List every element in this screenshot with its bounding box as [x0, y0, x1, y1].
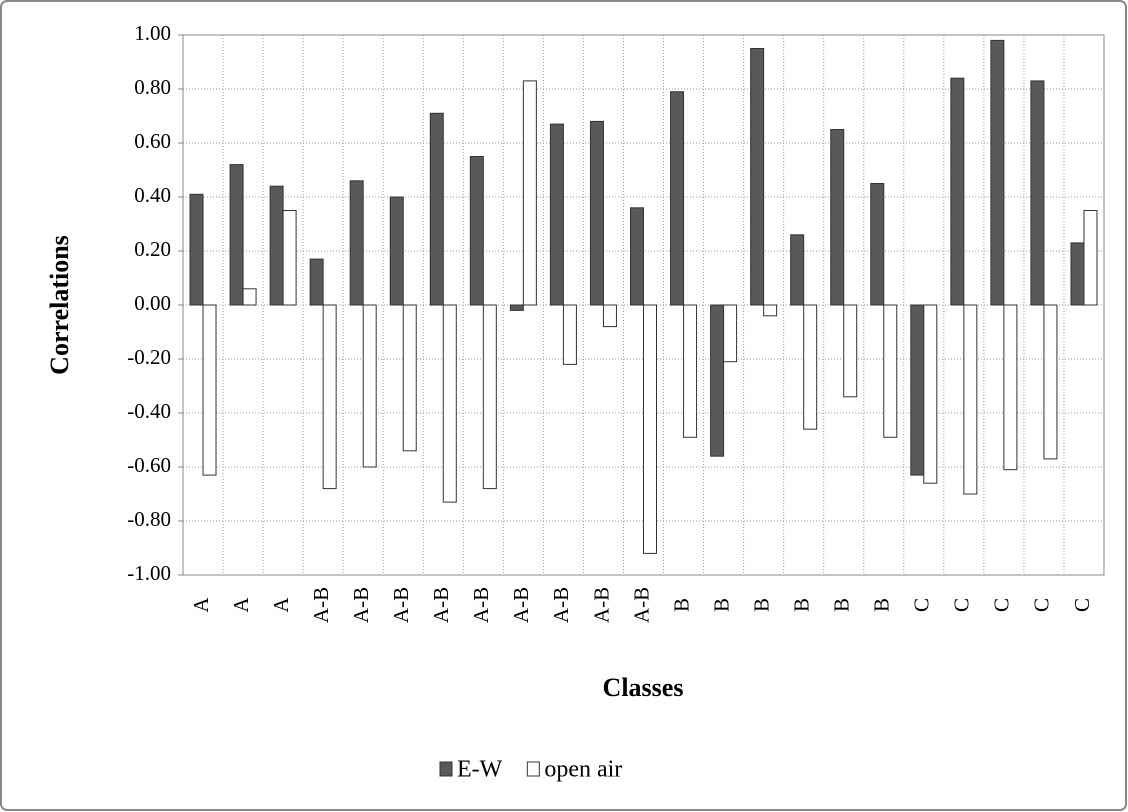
bar	[1043, 304, 1058, 460]
x-tick-label: B	[669, 598, 693, 612]
bar	[1083, 210, 1098, 306]
bar	[923, 304, 938, 484]
bar	[643, 304, 657, 554]
x-tick-label: B	[870, 598, 894, 612]
y-tick-label: -0.80	[127, 507, 171, 531]
bar	[469, 156, 484, 306]
y-tick-label: 1.00	[134, 21, 171, 45]
bar	[630, 207, 644, 306]
y-tick-label: -0.20	[127, 345, 171, 369]
y-tick-label: -0.40	[127, 399, 171, 423]
y-tick-label: 0.20	[134, 237, 171, 261]
bar	[870, 183, 885, 306]
bar	[269, 185, 284, 306]
bar	[803, 304, 818, 430]
bar	[242, 288, 257, 306]
x-tick-label: A-B	[309, 587, 333, 623]
bar	[562, 304, 577, 365]
bar	[683, 304, 698, 438]
y-tick-label: 0.40	[134, 183, 171, 207]
x-tick-label: B	[830, 598, 854, 612]
bar	[429, 112, 444, 306]
bar	[910, 304, 925, 476]
y-tick-label: -1.00	[127, 561, 171, 585]
bar	[1003, 304, 1018, 471]
bar	[402, 304, 417, 452]
bar	[602, 304, 617, 328]
x-tick-label: A	[189, 597, 213, 613]
x-tick-label: C	[1070, 598, 1094, 612]
bar	[963, 304, 978, 495]
x-tick-label: C	[950, 598, 974, 612]
bar	[950, 77, 965, 306]
bar	[830, 129, 845, 306]
x-tick-label: A-B	[589, 587, 613, 623]
bar	[509, 304, 524, 311]
bar	[322, 304, 337, 490]
bar	[482, 304, 497, 490]
y-tick-label: -0.60	[127, 453, 171, 477]
bar	[723, 304, 738, 363]
x-tick-label: A-B	[629, 587, 653, 623]
x-tick-label: C	[990, 598, 1014, 612]
legend-swatch	[439, 761, 453, 777]
x-tick-label: A-B	[349, 587, 373, 623]
y-tick-label: 0.00	[134, 291, 171, 315]
bar	[589, 120, 604, 306]
legend-label: E-W	[457, 757, 503, 783]
x-tick-label: C	[1030, 598, 1054, 612]
y-axis-title: Correlations	[45, 235, 74, 375]
bar	[1070, 242, 1085, 306]
y-tick-label: 0.60	[134, 129, 171, 153]
bar	[229, 164, 244, 306]
bar	[763, 304, 778, 317]
bar	[710, 304, 725, 457]
x-tick-label: A-B	[389, 587, 413, 623]
bar	[202, 304, 217, 476]
bar	[883, 304, 898, 438]
bar	[843, 304, 858, 398]
bar	[790, 234, 805, 306]
bar	[309, 258, 324, 306]
legend-swatch	[526, 761, 540, 777]
x-tick-label: B	[709, 598, 733, 612]
plot-border	[182, 34, 1105, 576]
legend-label: open air	[544, 757, 622, 783]
x-tick-label: A	[269, 597, 293, 613]
bar	[389, 196, 404, 306]
y-tick-label: 0.80	[134, 75, 171, 99]
bar	[549, 123, 564, 306]
x-tick-label: A	[229, 597, 253, 613]
x-axis-title: Classes	[603, 673, 684, 702]
bar	[670, 91, 685, 306]
x-tick-label: A-B	[469, 587, 493, 623]
bar	[750, 48, 765, 306]
bar	[349, 180, 364, 306]
x-tick-label: C	[910, 598, 934, 612]
x-tick-label: B	[749, 598, 773, 612]
bar	[442, 304, 457, 503]
x-tick-label: A-B	[549, 587, 573, 623]
x-tick-label: B	[789, 598, 813, 612]
x-tick-label: A-B	[509, 587, 533, 623]
bar	[990, 39, 1005, 306]
bar	[362, 304, 377, 468]
bar	[522, 80, 537, 306]
bar	[282, 210, 297, 306]
bar	[189, 193, 204, 306]
bar	[1030, 80, 1045, 306]
x-tick-label: A-B	[429, 587, 453, 623]
